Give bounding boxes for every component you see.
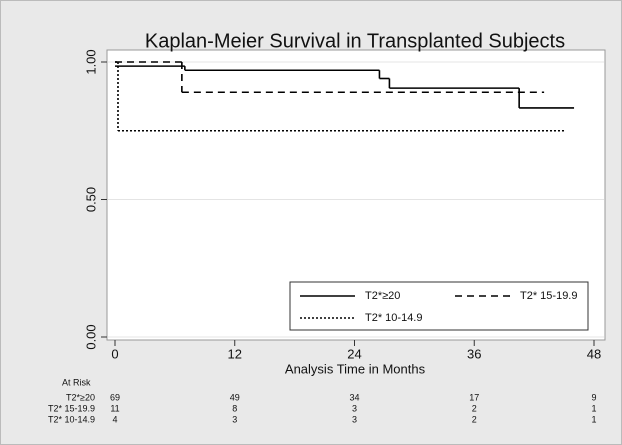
risk-count: 9 bbox=[591, 392, 596, 402]
legend-label: T2* 15-19.9 bbox=[520, 290, 577, 302]
chart-title: Kaplan-Meier Survival in Transplanted Su… bbox=[145, 30, 565, 52]
risk-count: 49 bbox=[230, 392, 240, 402]
y-tick-label: 0.00 bbox=[83, 324, 98, 349]
y-tick-label: 0.50 bbox=[83, 187, 98, 212]
risk-count: 2 bbox=[472, 403, 477, 413]
risk-count: 1 bbox=[591, 403, 596, 413]
risk-count: 34 bbox=[349, 392, 359, 402]
risk-count: 11 bbox=[110, 403, 119, 413]
risk-count: 3 bbox=[352, 414, 357, 424]
x-tick-label: 12 bbox=[228, 346, 242, 361]
risk-count: 3 bbox=[232, 414, 237, 424]
risk-row-label: T2* 15-19.9 bbox=[48, 403, 95, 413]
risk-row-label: T2*≥20 bbox=[66, 392, 95, 402]
x-axis-label: Analysis Time in Months bbox=[285, 361, 426, 376]
legend-label: T2* 10-14.9 bbox=[365, 312, 422, 324]
risk-count: 17 bbox=[469, 392, 479, 402]
risk-count: 4 bbox=[112, 414, 117, 424]
risk-count: 2 bbox=[472, 414, 477, 424]
x-tick-label: 48 bbox=[587, 346, 601, 361]
legend-box bbox=[289, 281, 589, 331]
risk-row-label: T2* 10-14.9 bbox=[48, 414, 95, 424]
x-tick-label: 36 bbox=[467, 346, 481, 361]
legend-label: T2*≥20 bbox=[365, 290, 400, 302]
risk-count: 1 bbox=[591, 414, 596, 424]
risk-count: 8 bbox=[232, 403, 237, 413]
risk-title: At Risk bbox=[62, 377, 91, 387]
risk-count: 69 bbox=[110, 392, 120, 402]
x-tick-label: 0 bbox=[111, 346, 118, 361]
risk-count: 3 bbox=[352, 403, 357, 413]
x-tick-label: 24 bbox=[347, 346, 361, 361]
y-tick-label: 1.00 bbox=[83, 49, 98, 74]
